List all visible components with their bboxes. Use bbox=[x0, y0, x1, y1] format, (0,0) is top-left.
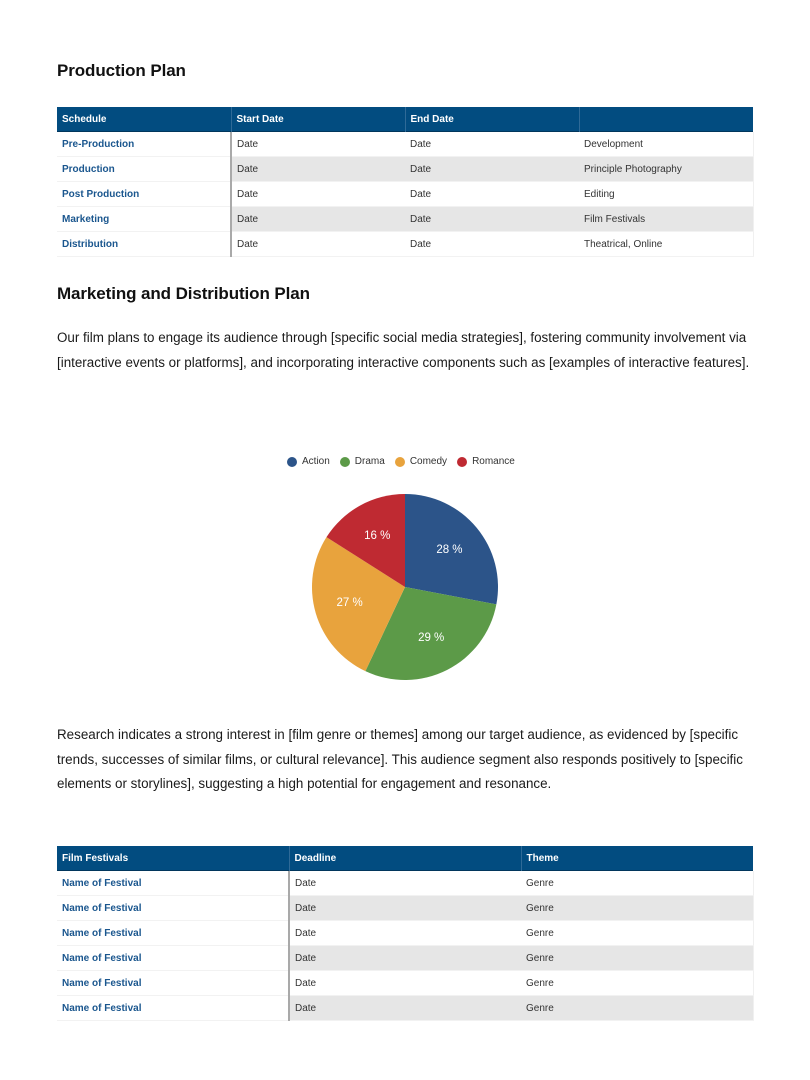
deadline-cell: Date bbox=[289, 895, 521, 921]
table-row: Name of Festival Date Genre bbox=[57, 970, 754, 996]
note-cell: Film Festivals bbox=[579, 206, 754, 232]
festival-name-cell: Name of Festival bbox=[57, 995, 290, 1021]
column-header-notes bbox=[579, 107, 753, 132]
theme-cell: Genre bbox=[521, 895, 754, 921]
legend-dot-icon bbox=[394, 456, 405, 467]
legend-label: Comedy bbox=[409, 456, 448, 467]
production-schedule-table: Schedule Start Date End Date Pre-Product… bbox=[57, 107, 754, 257]
end-date-cell: Date bbox=[405, 206, 579, 232]
deadline-cell: Date bbox=[289, 970, 521, 996]
legend-item-comedy[interactable]: Comedy bbox=[394, 456, 448, 467]
pie-slice-label: 29 % bbox=[418, 632, 445, 645]
marketing-paragraph-1: Our film plans to engage its audience th… bbox=[57, 330, 750, 370]
column-header-start-date: Start Date bbox=[231, 107, 406, 132]
pie-slices bbox=[311, 494, 498, 680]
table-row: Name of Festival Date Genre bbox=[57, 920, 754, 946]
table-row: Marketing Date Date Film Festivals bbox=[57, 206, 754, 232]
table-row: Name of Festival Date Genre bbox=[57, 995, 754, 1021]
pie-slice-label: 16 % bbox=[364, 530, 391, 543]
start-date-cell: Date bbox=[231, 132, 405, 157]
legend-item-action[interactable]: Action bbox=[287, 456, 330, 467]
theme-cell: Genre bbox=[521, 995, 754, 1021]
column-header-schedule: Schedule bbox=[57, 107, 232, 132]
deadline-cell: Date bbox=[289, 945, 521, 971]
schedule-cell: Distribution bbox=[57, 231, 232, 257]
column-header-film-festivals: Film Festivals bbox=[57, 846, 290, 871]
theme-cell: Genre bbox=[521, 945, 754, 971]
legend-item-romance[interactable]: Romance bbox=[457, 456, 515, 467]
start-date-cell: Date bbox=[231, 231, 405, 257]
table-row: Production Date Date Principle Photograp… bbox=[57, 156, 754, 182]
deadline-cell: Date bbox=[289, 920, 521, 946]
note-cell: Editing bbox=[579, 181, 754, 207]
start-date-cell: Date bbox=[231, 206, 405, 232]
theme-cell: Genre bbox=[521, 920, 754, 946]
marketing-paragraph-2: Research indicates a strong interest in … bbox=[57, 727, 743, 791]
film-festivals-table: Film Festivals Deadline Theme Name of Fe… bbox=[57, 846, 754, 1021]
end-date-cell: Date bbox=[405, 132, 579, 157]
note-cell: Development bbox=[579, 132, 754, 157]
schedule-cell: Marketing bbox=[57, 206, 232, 232]
end-date-cell: Date bbox=[405, 156, 579, 182]
pie-slice-label: 27 % bbox=[336, 597, 363, 610]
festival-name-cell: Name of Festival bbox=[57, 970, 290, 996]
legend-dot-icon bbox=[339, 456, 350, 467]
table-row: Pre-Production Date Date Development bbox=[57, 132, 754, 157]
table-row: Post Production Date Date Editing bbox=[57, 181, 754, 207]
theme-cell: Genre bbox=[521, 970, 754, 996]
legend-dot-icon bbox=[457, 456, 468, 467]
production-plan-heading: Production Plan bbox=[57, 61, 186, 80]
legend-label: Romance bbox=[472, 456, 515, 467]
end-date-cell: Date bbox=[405, 181, 579, 207]
schedule-cell: Pre-Production bbox=[57, 132, 232, 157]
table-header-row: Schedule Start Date End Date bbox=[57, 107, 753, 132]
theme-cell: Genre bbox=[521, 871, 754, 896]
start-date-cell: Date bbox=[231, 181, 405, 207]
legend-item-drama[interactable]: Drama bbox=[339, 456, 385, 467]
start-date-cell: Date bbox=[231, 156, 405, 182]
deadline-cell: Date bbox=[289, 995, 521, 1021]
festival-name-cell: Name of Festival bbox=[57, 871, 290, 896]
column-header-deadline: Deadline bbox=[289, 846, 522, 871]
festival-name-cell: Name of Festival bbox=[57, 945, 290, 971]
festival-name-cell: Name of Festival bbox=[57, 895, 290, 921]
table-row: Name of Festival Date Genre bbox=[57, 895, 754, 921]
pie-slice-label: 28 % bbox=[436, 544, 463, 557]
end-date-cell: Date bbox=[405, 231, 579, 257]
festival-name-cell: Name of Festival bbox=[57, 920, 290, 946]
table-row: Name of Festival Date Genre bbox=[57, 945, 754, 971]
legend-label: Action bbox=[302, 456, 330, 467]
schedule-cell: Post Production bbox=[57, 181, 232, 207]
column-header-end-date: End Date bbox=[405, 107, 580, 132]
chart-legend: Action Drama Comedy Romance bbox=[287, 456, 515, 467]
deadline-cell: Date bbox=[289, 871, 521, 896]
column-header-theme: Theme bbox=[521, 846, 753, 871]
table-row: Name of Festival Date Genre bbox=[57, 871, 754, 896]
note-cell: Theatrical, Online bbox=[579, 231, 754, 257]
legend-label: Drama bbox=[354, 456, 385, 467]
note-cell: Principle Photography bbox=[579, 156, 754, 182]
legend-dot-icon bbox=[287, 456, 297, 467]
schedule-cell: Production bbox=[57, 156, 232, 182]
table-row: Distribution Date Date Theatrical, Onlin… bbox=[57, 231, 754, 257]
table-header-row: Film Festivals Deadline Theme bbox=[57, 846, 753, 871]
marketing-plan-heading: Marketing and Distribution Plan bbox=[57, 284, 310, 303]
